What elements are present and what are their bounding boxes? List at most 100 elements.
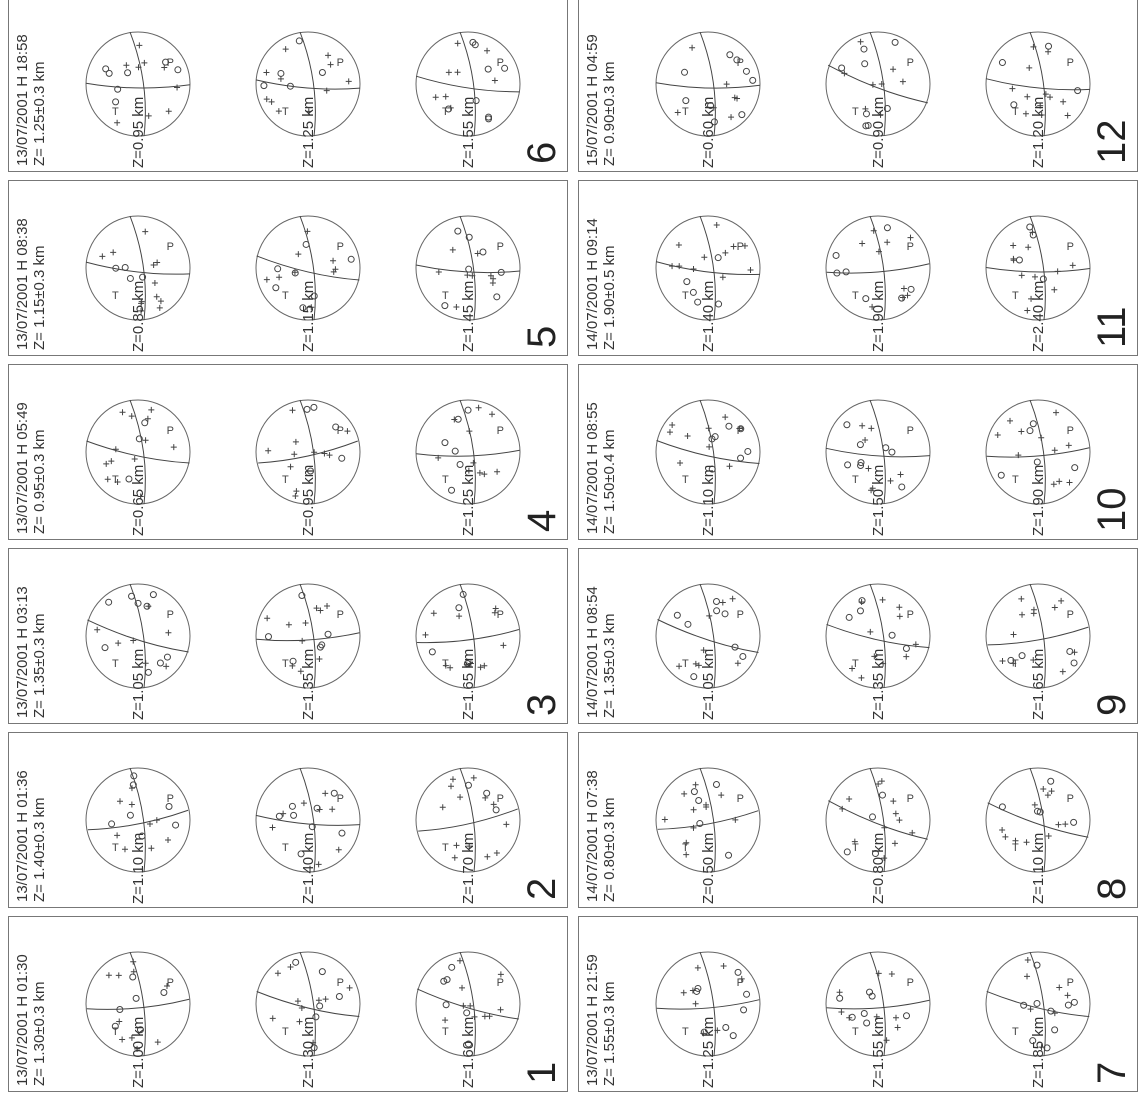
dilatation-symbol	[485, 115, 493, 123]
dilatation-symbol	[1007, 656, 1015, 664]
stereonet-circle	[255, 399, 361, 505]
compression-symbol	[896, 613, 903, 620]
solution-depth: Z=1.00 km	[130, 1016, 147, 1088]
compression-symbol	[1010, 255, 1017, 262]
compression-symbol	[836, 989, 843, 996]
dilatation-symbol	[125, 475, 133, 483]
dilatation-symbol	[310, 292, 318, 300]
compression-symbol	[316, 656, 323, 663]
dilatation-symbol	[274, 265, 282, 273]
dilatation-symbol	[472, 97, 480, 105]
dilatation-symbol	[448, 963, 456, 971]
solution-depth: Z=1.20 km	[1030, 96, 1047, 168]
compression-symbol	[734, 95, 741, 102]
p-axis-label: P	[1067, 793, 1074, 805]
compression-symbol	[1038, 1044, 1045, 1051]
compression-symbol	[142, 437, 149, 444]
compression-symbol	[119, 1036, 126, 1043]
compression-symbol	[445, 69, 452, 76]
compression-symbol	[476, 469, 483, 476]
stereonet-circle	[415, 399, 521, 505]
event-panel-1: 13/07/2001 H 01:30 Z= 1.30±0.3 km 1 P T P T P T Z…	[8, 916, 568, 1092]
compression-symbol	[265, 447, 272, 454]
dilatation-symbol	[871, 850, 879, 858]
compression-symbol	[903, 653, 910, 660]
dilatation-symbol	[866, 988, 874, 996]
compression-symbol	[115, 972, 122, 979]
dilatation-symbol	[738, 111, 746, 119]
dilatation-symbol	[1070, 659, 1078, 667]
compression-symbol	[1030, 43, 1037, 50]
dilatation-symbol	[445, 105, 453, 113]
compression-symbol	[1050, 481, 1057, 488]
dilatation-symbol	[290, 811, 298, 819]
t-axis-label: T	[282, 842, 289, 854]
t-axis-label: T	[1012, 106, 1019, 118]
compression-symbol	[422, 631, 429, 638]
compression-symbol	[719, 599, 726, 606]
compression-symbol	[859, 240, 866, 247]
dilatation-symbol	[441, 302, 449, 310]
compression-symbol	[481, 1013, 488, 1020]
compression-symbol	[317, 607, 324, 614]
nodal-plane	[415, 75, 520, 93]
stereonet-1: PT	[655, 399, 761, 505]
compression-symbol	[146, 820, 153, 827]
compression-symbol	[706, 443, 713, 450]
p-axis-label: P	[737, 793, 744, 805]
compression-symbol	[912, 641, 919, 648]
nodal-plane	[299, 215, 316, 321]
dilatation-symbol	[694, 984, 702, 992]
compression-symbol	[841, 70, 848, 77]
t-axis-label: T	[282, 658, 289, 670]
nodal-plane	[826, 623, 930, 649]
solution-depth: Z=0.60 km	[700, 96, 717, 168]
p-axis-label: P	[337, 977, 344, 989]
dilatation-symbol	[684, 620, 692, 628]
p-axis-label: P	[167, 609, 174, 621]
compression-symbol	[893, 1014, 900, 1021]
t-axis-label: T	[112, 474, 119, 486]
dilatation-symbol	[318, 69, 326, 77]
dilatation-symbol	[172, 821, 180, 829]
dilatation-symbol	[907, 285, 915, 293]
compression-symbol	[104, 476, 111, 483]
panel-frame	[8, 548, 568, 724]
compression-symbol	[137, 493, 144, 500]
dilatation-symbol	[898, 483, 906, 491]
dilatation-symbol	[338, 454, 346, 462]
dilatation-symbol	[1074, 87, 1082, 95]
p-axis-label: P	[737, 609, 744, 621]
compression-symbol	[1060, 98, 1067, 105]
dilatation-symbol	[102, 65, 110, 73]
p-axis-label: P	[167, 241, 174, 253]
compression-symbol	[899, 78, 906, 85]
dilatation-symbol	[114, 85, 122, 93]
t-axis-label: T	[1012, 1026, 1019, 1038]
compression-symbol	[269, 824, 276, 831]
compression-symbol	[116, 1018, 123, 1025]
solution-depth: Z=1.65 km	[1030, 648, 1047, 720]
p-axis-label: P	[907, 977, 914, 989]
compression-symbol	[722, 249, 729, 256]
dilatation-symbol	[292, 958, 300, 966]
dilatation-symbol	[441, 439, 449, 447]
nodal-plane	[459, 31, 476, 137]
compression-symbol	[448, 783, 455, 790]
t-axis-label: T	[1012, 658, 1019, 670]
compression-symbol	[734, 660, 741, 667]
compression-symbol	[324, 603, 331, 610]
compression-symbol	[690, 266, 697, 273]
dilatation-symbol	[277, 69, 285, 77]
dilatation-symbol	[130, 772, 138, 780]
stereonet-circle	[655, 399, 761, 505]
dilatation-symbol	[694, 298, 702, 306]
compression-symbol	[313, 605, 320, 612]
solution-depth: Z=0.80 km	[870, 832, 887, 904]
compression-symbol	[299, 637, 306, 644]
compression-symbol	[451, 854, 458, 861]
dilatation-symbol	[842, 268, 850, 276]
compression-symbol	[451, 416, 458, 423]
compression-symbol	[1051, 447, 1058, 454]
